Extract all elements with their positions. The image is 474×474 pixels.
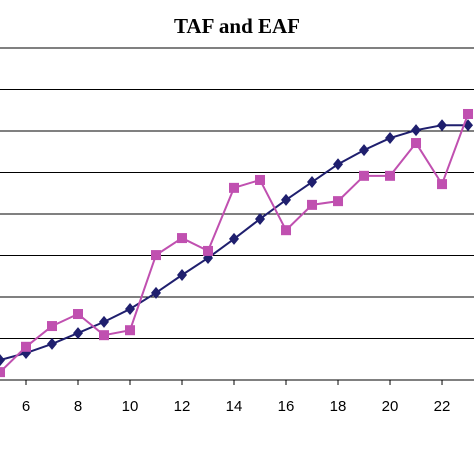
marker xyxy=(437,119,448,132)
marker xyxy=(411,138,422,149)
marker xyxy=(281,225,292,236)
marker xyxy=(229,232,240,245)
marker xyxy=(99,330,110,341)
marker xyxy=(359,170,370,181)
x-tick-label: 18 xyxy=(330,398,347,415)
x-tick-label: 8 xyxy=(74,398,82,415)
x-tick-label: 20 xyxy=(382,398,399,415)
marker xyxy=(307,176,318,189)
chart-title: TAF and EAF xyxy=(174,14,300,38)
marker xyxy=(203,245,214,256)
marker xyxy=(0,367,5,378)
marker xyxy=(21,341,32,352)
marker xyxy=(281,193,292,206)
marker xyxy=(463,108,474,119)
marker xyxy=(333,158,344,171)
x-tick-label: 22 xyxy=(434,398,451,415)
marker xyxy=(177,269,188,282)
marker xyxy=(385,170,396,181)
marker xyxy=(359,144,370,157)
x-tick-label: 10 xyxy=(122,398,139,415)
marker xyxy=(47,321,58,332)
marker xyxy=(177,233,188,244)
marker xyxy=(99,315,110,328)
marker xyxy=(385,132,396,145)
x-tick-label: 14 xyxy=(226,398,243,415)
marker xyxy=(73,327,84,340)
marker xyxy=(47,337,58,350)
marker xyxy=(151,250,162,261)
marker xyxy=(0,354,5,367)
marker xyxy=(255,174,266,185)
marker xyxy=(125,325,136,336)
marker xyxy=(307,199,318,210)
x-tick-label: 6 xyxy=(22,398,30,415)
marker xyxy=(73,309,84,320)
marker xyxy=(255,212,266,225)
marker xyxy=(125,303,136,316)
x-tick-label: 12 xyxy=(174,398,191,415)
marker xyxy=(437,179,448,190)
x-tick-label: 16 xyxy=(278,398,295,415)
marker xyxy=(151,286,162,299)
marker xyxy=(229,182,240,193)
marker xyxy=(411,124,422,137)
marker xyxy=(333,196,344,207)
